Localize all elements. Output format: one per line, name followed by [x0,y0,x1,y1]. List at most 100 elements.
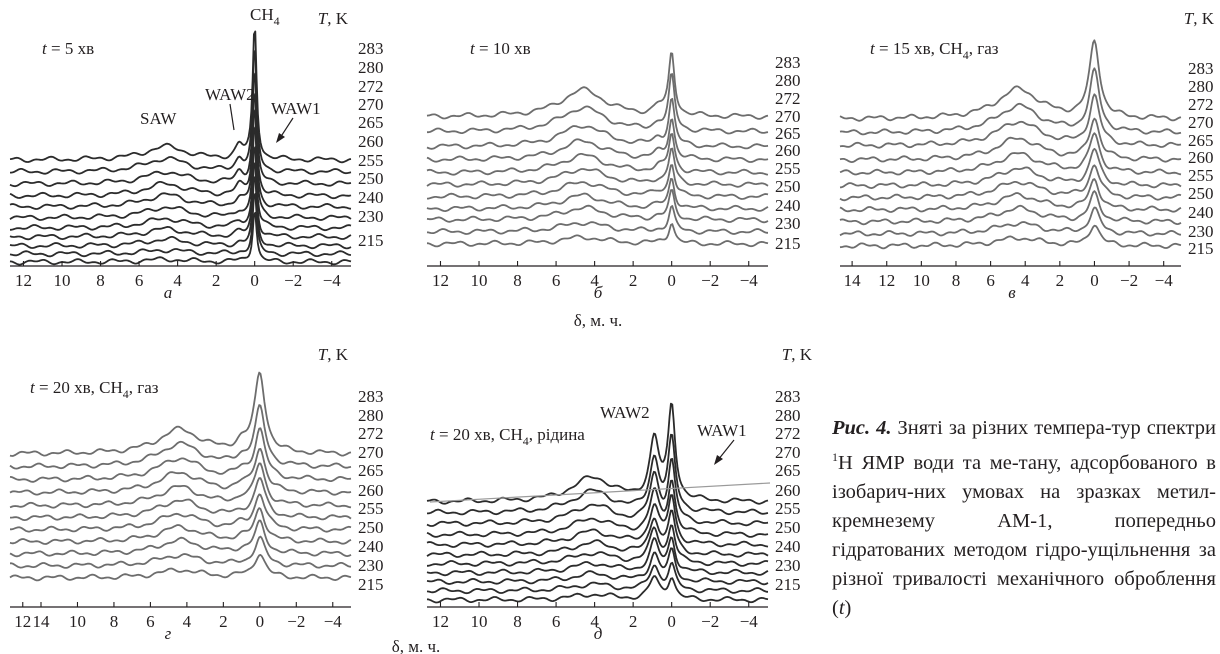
temperature-label: 270 [358,443,384,462]
panel-d-title: t = 20 хв, CH4, газ [30,378,159,401]
caption-text-a: Зняті за різних темпера-тур спектри [891,417,1216,439]
temperature-label: 260 [775,481,801,500]
temperature-label: 265 [775,124,801,143]
temperature-label: 283 [775,387,801,406]
panel-b-traces [426,52,769,248]
temperature-label: 280 [775,71,801,90]
x-tick-label: 4 [590,271,599,290]
spectrum-trace-255 [839,164,1182,202]
spectrum-trace-280 [839,67,1182,136]
temperature-label: 215 [358,231,384,250]
spectrum-trace-260 [9,126,352,221]
spectrum-trace-260 [10,477,352,521]
annotation-waw2-e: WAW2 [600,403,650,422]
spectrum-trace-272 [426,97,769,150]
temperature-label: 272 [775,424,801,443]
spectrum-trace-272 [9,72,352,188]
caption-close: ) [844,596,852,619]
x-tick-label: 2 [629,612,638,631]
spectrum-trace-272 [426,458,769,527]
annotation-waw1-e: WAW1 [697,421,747,440]
spectrum-trace-280 [9,404,352,470]
x-tick-label: −4 [324,612,343,631]
spectrum-trace-270 [426,118,769,163]
temperature-label: 265 [358,461,384,480]
spectrum-trace-240 [9,176,352,250]
annotation-waw1-a: WAW1 [271,99,321,118]
panel-c-traces [839,39,1182,250]
temperature-label: 215 [775,575,801,594]
caption-label: Рис. 4. [832,417,892,439]
panel-a-x-ticks: 12 10 8 6 4 2 0 −2 −4 [15,261,341,290]
temperature-label: 283 [1188,59,1214,78]
waw1-arrow-a [279,117,294,139]
temperature-label: 283 [358,39,384,58]
temperature-label: 255 [775,159,801,178]
x-tick-label: 10 [69,612,86,631]
panel-c: 14 12 10 8 6 4 2 0 −2 −4 283280272270265260255250… [839,9,1215,302]
spectrum-trace-255 [10,493,352,533]
x-tick-label: 8 [513,612,522,631]
spectrum-trace-283 [839,39,1182,122]
spectrum-trace-283 [9,30,352,164]
temperature-label: 280 [1188,77,1214,96]
x-tick-label: 4 [183,612,192,631]
temperature-label: 250 [775,518,801,537]
panel-c-x-ticks: 14 12 10 8 6 4 2 0 −2 −4 [844,261,1174,290]
figure-caption: Рис. 4. Зняті за різних темпера-тур спек… [832,414,1216,623]
panel-e-traces [426,402,769,604]
panel-b-title: t = 10 хв [470,39,531,58]
x-tick-label: −4 [740,271,759,290]
temperature-label: 240 [358,188,384,207]
temperature-label: 270 [358,95,384,114]
temperature-label: 260 [1188,148,1214,167]
x-axis-label-bottom: δ, м. ч. [392,637,441,654]
spectrum-trace-265 [839,132,1182,176]
spectrum-trace-260 [426,147,769,188]
spectrum-trace-250 [9,507,352,545]
spectrum-trace-215 [9,211,352,266]
panel-b-label: б [594,283,603,302]
x-tick-label: −4 [323,271,342,290]
spectrum-trace-215 [839,224,1182,250]
spectrum-trace-260 [426,509,769,558]
spectrum-trace-240 [839,190,1182,226]
spectrum-trace-270 [426,479,769,538]
spectrum-trace-250 [426,178,769,212]
x-tick-label: 6 [146,612,155,631]
x-tick-label: 8 [952,271,961,290]
x-tick-label: 10 [471,271,488,290]
temperature-label: 250 [358,169,384,188]
spectrum-trace-230 [10,535,352,569]
spectrum-trace-255 [10,146,352,232]
x-tick-label: 0 [667,271,676,290]
annotation-waw2-a: WAW2 [205,85,255,104]
temperature-label: 240 [358,537,384,556]
panel-e-x-ticks: 12 10 8 6 4 2 0 −2 −4 [432,602,758,631]
x-tick-label: 2 [212,271,221,290]
panel-e-title: t = 20 хв, CH4, рідина [430,425,585,448]
temperature-label: 215 [358,575,384,594]
x-tick-label: 2 [219,612,228,631]
waw1-arrow-e-head [714,455,723,465]
x-tick-label: 6 [552,271,561,290]
temperature-label: 255 [1188,166,1214,185]
waw2-pointer-a [229,103,235,131]
panel-e-temperature-label: T, K [782,345,813,364]
panel-a-traces [9,30,352,266]
spectrum-trace-215 [9,554,352,582]
panel-e: 12 10 8 6 4 2 0 −2 −4 28328027227026526025525024… [426,345,813,643]
temperature-label: 240 [1188,203,1214,222]
temperature-label: 250 [775,177,801,196]
x-tick-label: −2 [701,271,719,290]
temperature-label: 283 [358,387,384,406]
x-tick-label: 8 [96,271,105,290]
x-tick-label: 4 [173,271,182,290]
temperature-label: 280 [358,406,384,425]
x-tick-label: 12 [878,271,895,290]
panel-d-temperature-label: T, K [318,345,349,364]
x-tick-label: −4 [1155,271,1174,290]
panel-a-label: а [164,283,173,302]
temperature-label: 230 [358,556,384,575]
